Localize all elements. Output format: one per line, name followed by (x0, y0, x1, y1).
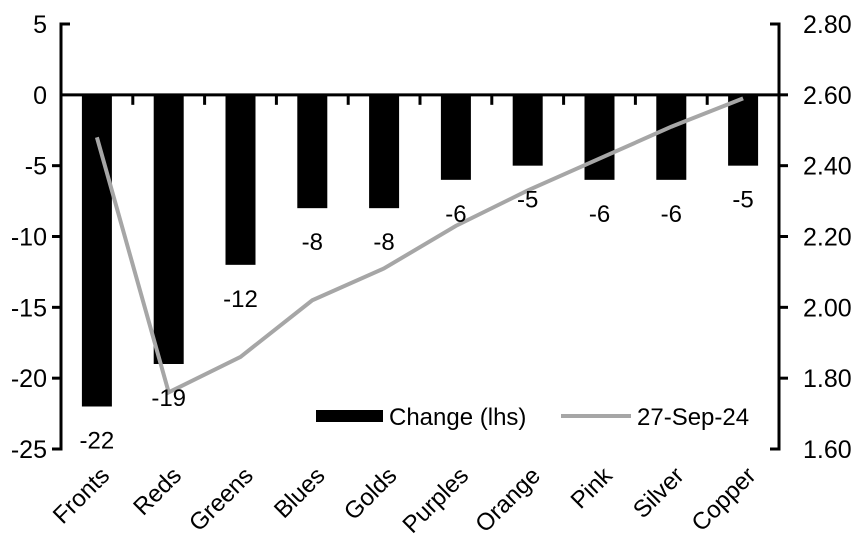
right-tick-label: 2.20 (803, 224, 852, 252)
bar (440, 94, 471, 180)
category-label: Purples (398, 462, 475, 539)
bar (81, 94, 112, 407)
category-label: Copper (687, 462, 762, 537)
category-label: Golds (339, 462, 402, 525)
right-tick-label: 2.40 (803, 153, 852, 181)
category-label: Silver (628, 462, 690, 524)
bar (225, 94, 256, 265)
left-tick-label: 0 (33, 82, 47, 110)
category-label: Reds (128, 462, 187, 521)
right-tick-label: 2.00 (803, 294, 852, 322)
bar-data-label: -8 (373, 229, 394, 256)
left-tick-label: 5 (33, 11, 47, 39)
bar-data-label: -19 (151, 385, 186, 412)
bar-data-label: -6 (589, 201, 610, 228)
category-label: Fronts (48, 462, 115, 529)
category-label: Pink (566, 461, 619, 514)
legend-label-line: 27-Sep-24 (637, 404, 749, 431)
bar (297, 94, 328, 209)
category-label: Blues (269, 462, 331, 524)
bar (584, 94, 615, 180)
left-tick-label: -20 (11, 365, 47, 393)
legend-bar-swatch (316, 410, 383, 422)
bar (512, 94, 543, 166)
bar-data-label: -6 (445, 201, 466, 228)
right-tick-label: 1.60 (803, 436, 852, 464)
right-tick-label: 2.60 (803, 82, 852, 110)
bar-data-label: -12 (223, 286, 258, 313)
bar (656, 94, 687, 180)
trend-line (94, 96, 744, 396)
bar-data-label: -6 (661, 201, 682, 228)
right-tick-label: 2.80 (803, 11, 852, 39)
left-tick-label: -25 (11, 436, 47, 464)
left-tick-label: -15 (11, 294, 47, 322)
bar-data-label: -5 (517, 187, 538, 214)
left-tick-label: -10 (11, 224, 47, 252)
bar (728, 94, 759, 166)
right-tick-label: 1.80 (803, 365, 852, 393)
legend-label-bars: Change (lhs) (389, 404, 526, 431)
bar (369, 94, 400, 209)
bar-data-label: -5 (732, 187, 753, 214)
category-label: Orange (470, 462, 546, 538)
bar-data-label: -22 (80, 428, 115, 455)
bar-data-label: -8 (302, 229, 323, 256)
left-tick-label: -5 (25, 153, 47, 181)
bar (153, 94, 184, 364)
category-label: Greens (184, 462, 259, 537)
